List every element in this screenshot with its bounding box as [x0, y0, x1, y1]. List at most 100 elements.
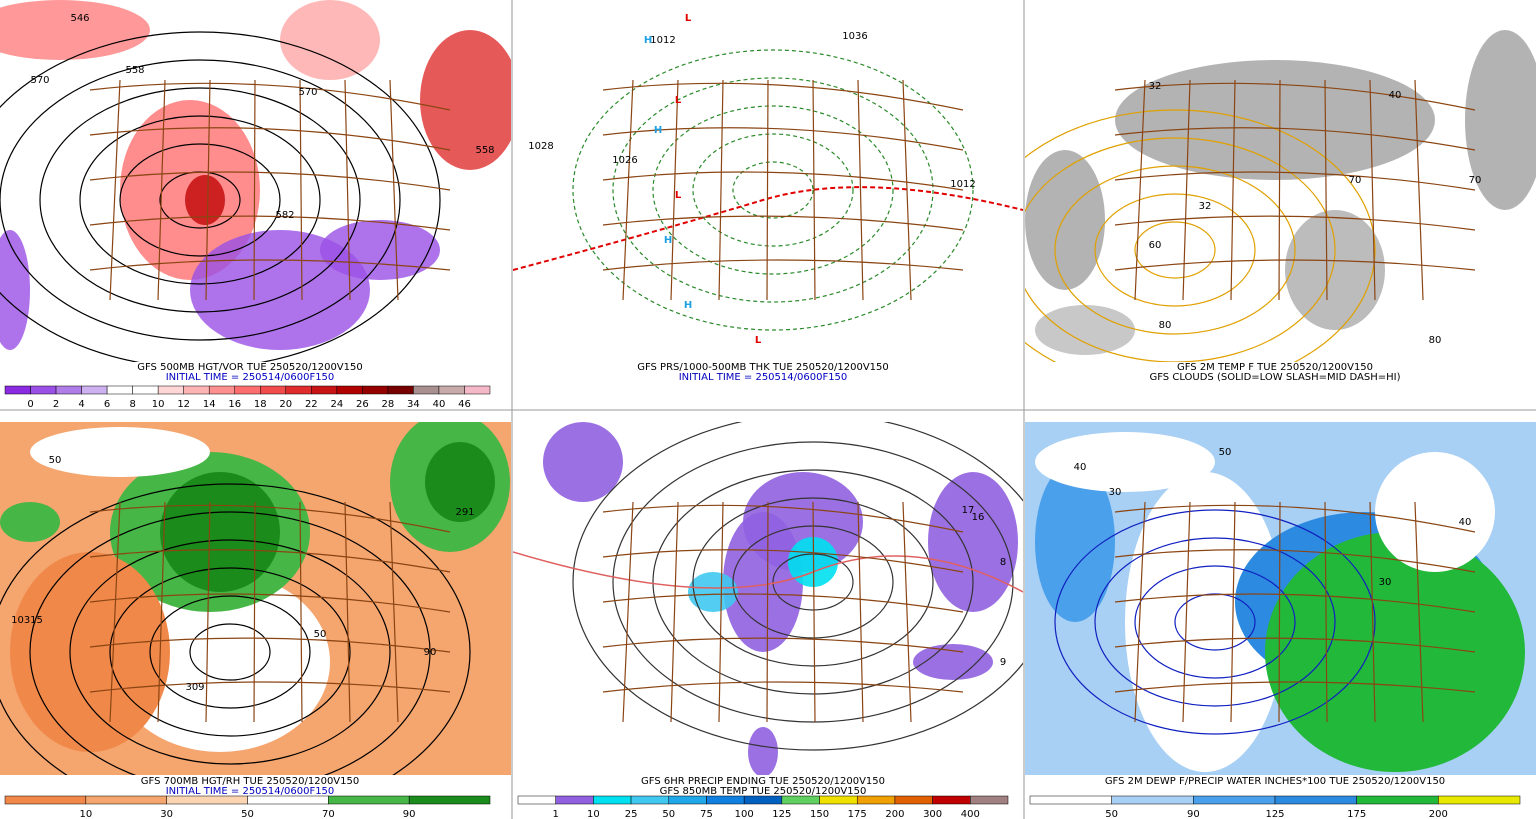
border-line: [812, 79, 816, 301]
colorbar-swatch: [1111, 795, 1194, 805]
contour-line: [1134, 565, 1296, 679]
border-line: [1414, 501, 1424, 723]
colorbar-label: 75: [700, 809, 713, 819]
map-label: L: [675, 190, 682, 201]
map-label: 80: [1159, 320, 1172, 331]
border-line: [670, 501, 679, 723]
border-line: [622, 79, 634, 301]
map-label: 1028: [528, 141, 553, 152]
colorbar-swatch: [856, 795, 896, 805]
border-line: [1369, 501, 1376, 723]
contour-line: [692, 497, 934, 667]
map-label: 546: [70, 13, 89, 24]
border-line: [1278, 501, 1281, 723]
colorbar-label: 400: [961, 809, 980, 819]
border-line: [344, 79, 351, 301]
contour-line: [612, 77, 934, 303]
border-line: [602, 215, 964, 231]
caption: INITIAL TIME = 250514/0600F150: [166, 786, 335, 797]
thickness-line: [513, 186, 1023, 271]
colorbar-swatch: [1438, 795, 1521, 805]
contour-line: [0, 31, 441, 362]
colorbar-label: 20: [279, 399, 292, 410]
colorbar-label: 16: [228, 399, 241, 410]
contour-line: [79, 115, 321, 285]
border-line: [1114, 259, 1476, 271]
caption: GFS 2M TEMP F TUE 250520/1200V150: [1177, 362, 1373, 373]
map-label: H: [654, 125, 662, 136]
contour-line: [69, 539, 391, 765]
colorbar-swatch: [970, 795, 1009, 805]
border-line: [89, 215, 451, 231]
colorbar-swatch: [247, 795, 329, 805]
map-label: 291: [455, 507, 474, 518]
caption: GFS PRS/1000-500MB THK TUE 250520/1200V1…: [637, 362, 889, 373]
contour-line: [1054, 165, 1296, 335]
border-line: [1114, 171, 1476, 191]
contour-line: [1025, 109, 1376, 362]
colorbar-label: 22: [305, 399, 318, 410]
border-line: [1182, 501, 1191, 723]
shaded-area: [1125, 472, 1285, 772]
caption: GFS 2M DEWP F/PRECIP WATER INCHES*100 TU…: [1105, 776, 1445, 787]
colorbar-swatch: [1356, 795, 1439, 805]
border-line: [89, 82, 451, 111]
colorbar-label: 125: [772, 809, 791, 819]
map-label: H: [644, 35, 652, 46]
map-label: L: [675, 95, 682, 106]
border-line: [1414, 79, 1424, 301]
caption: GFS 700MB HGT/RH TUE 250520/1200V150: [141, 776, 360, 787]
colorbar-swatch: [30, 385, 57, 395]
contour-line: [109, 567, 351, 737]
border-line: [1324, 501, 1328, 723]
shaded-area: [185, 175, 225, 225]
map-label: 558: [125, 65, 144, 76]
colorbar-swatch: [55, 385, 82, 395]
map-label: 1036: [842, 31, 867, 42]
colorbar-swatch: [630, 795, 670, 805]
map-label: 30: [1379, 577, 1392, 588]
shaded-area: [688, 572, 738, 612]
colorbar-label: 1: [553, 809, 559, 819]
map-label: 32: [1149, 81, 1162, 92]
map-label: 50: [1219, 447, 1232, 458]
colorbar-label: 28: [382, 399, 395, 410]
shaded-area: [1465, 30, 1536, 210]
map-label: 558: [475, 145, 494, 156]
colorbar-swatch: [1274, 795, 1357, 805]
colorbar-swatch: [132, 385, 159, 395]
colorbar-swatch: [311, 385, 338, 395]
colorbar-swatch: [593, 795, 632, 805]
border-line: [109, 79, 121, 301]
border-line: [602, 549, 964, 573]
border-line: [602, 171, 964, 191]
colorbar-swatch: [4, 795, 87, 805]
map-label: L: [685, 13, 692, 24]
border-line: [1369, 79, 1376, 301]
border-line: [602, 504, 964, 533]
map-panel: [513, 422, 1023, 775]
border-line: [902, 79, 912, 301]
border-line: [1324, 79, 1328, 301]
colorbar-label: 24: [330, 399, 343, 410]
border-line: [253, 501, 256, 723]
shaded-area: [1035, 462, 1115, 622]
shaded-area: [1035, 305, 1135, 355]
colorbar-label: 6: [104, 399, 110, 410]
shaded-area: [543, 422, 623, 502]
shaded-area: [1285, 210, 1385, 330]
border-line: [766, 501, 769, 723]
border-line: [205, 79, 211, 301]
colorbar-label: 26: [356, 399, 369, 410]
contour-line: [39, 87, 361, 313]
border-line: [253, 79, 256, 301]
border-line: [157, 79, 166, 301]
contour-line: [612, 441, 1014, 723]
border-line: [344, 501, 351, 723]
border-line: [718, 79, 724, 301]
border-line: [389, 79, 399, 301]
colorbar-swatch: [706, 795, 745, 805]
map-label: H: [684, 300, 692, 311]
border-line: [1182, 79, 1191, 301]
shaded-area: [1375, 452, 1495, 572]
